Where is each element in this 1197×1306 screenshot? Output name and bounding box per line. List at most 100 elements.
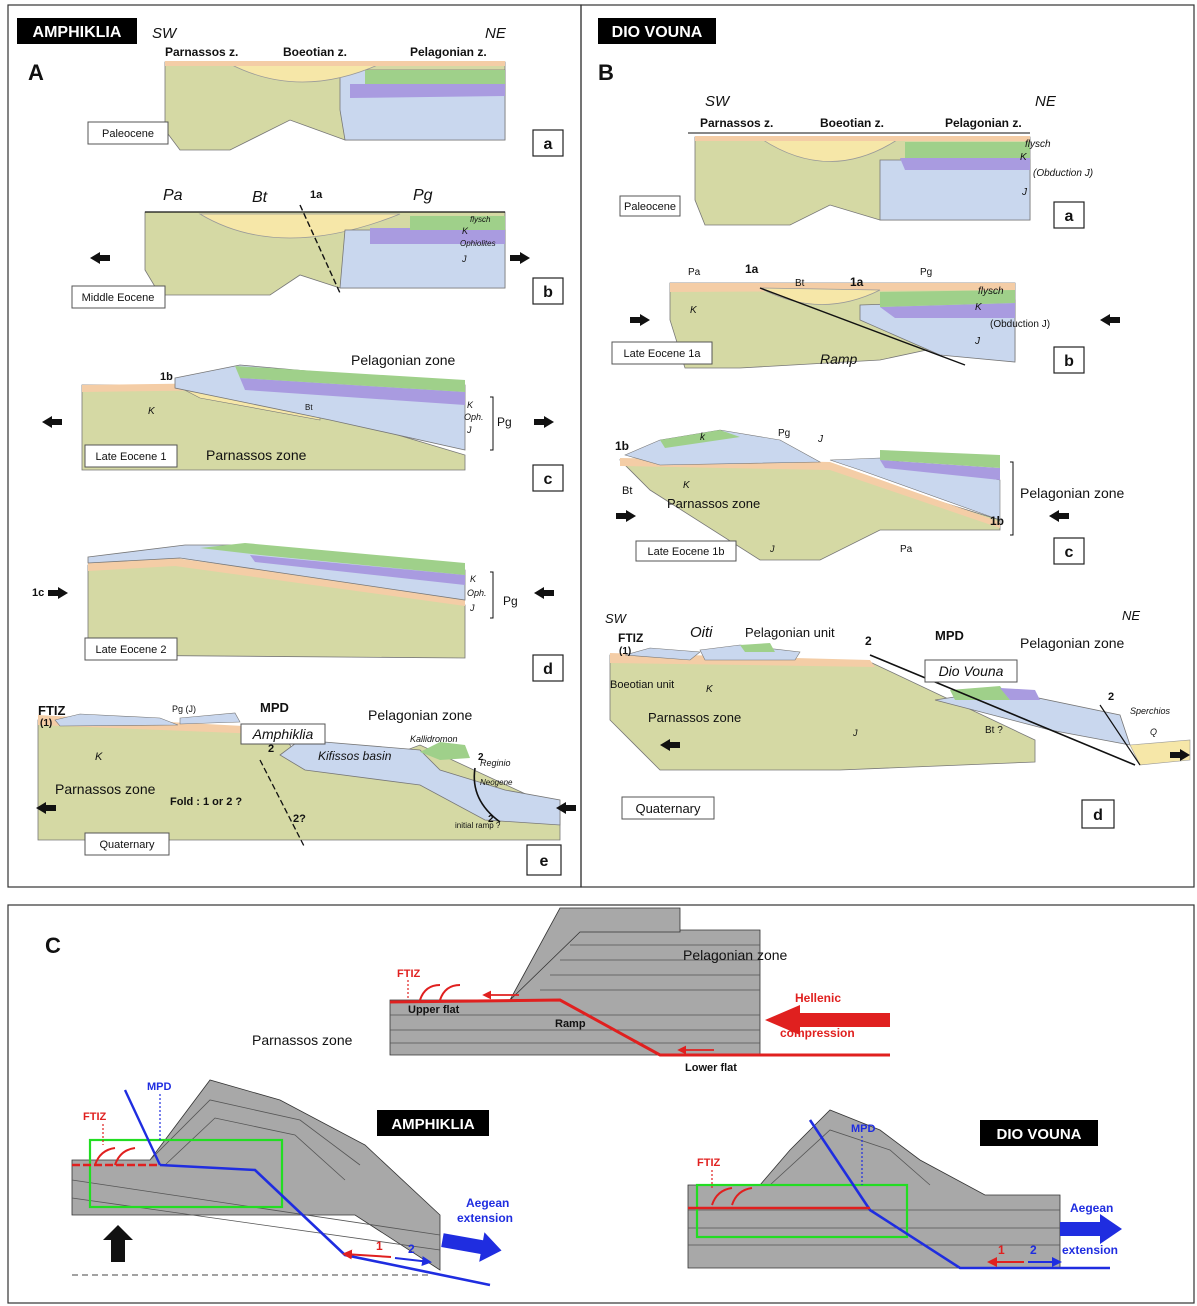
kallidromon-label: Kallidromon	[410, 734, 458, 744]
hellenic-label: Hellenic	[795, 991, 841, 1005]
pa-label-bc: Pa	[900, 544, 913, 555]
two-label-c-left: 2	[408, 1242, 415, 1256]
tag-a-e: e	[540, 853, 549, 870]
section-a-a: Paleocene a	[87, 61, 564, 157]
k-label-ae: K	[95, 751, 103, 763]
bt-label-bc: Bt	[622, 485, 632, 497]
initial-ramp-label: initial ramp ?	[455, 821, 501, 830]
tag-b-a: a	[1065, 208, 1074, 225]
sw-label-bd: SW	[605, 611, 628, 626]
thrust-1a-label-bb2: 1a	[850, 275, 864, 289]
aegean-label-left: Aegean	[466, 1196, 509, 1210]
section-b-a: SW NE Parnassos z. Boeotian z. Pelagonia…	[619, 93, 1093, 229]
section-a-d: 1c K Oph. J Pg Late Eocene 2 d	[32, 543, 564, 682]
k-label-ac: K	[148, 406, 156, 417]
section-b-d: SW NE FTIZ (1) Oiti Pelagonian unit 2 MP…	[605, 608, 1191, 829]
pelagonian-z-label-b: Pelagonian z.	[945, 116, 1022, 130]
section-a-c: Pelagonian zone Parnassos zone 1b Bt K K…	[42, 352, 564, 492]
bt-label-bb: Bt	[795, 278, 805, 289]
lower-flat-label: Lower flat	[685, 1062, 737, 1074]
thrust-1b-label-bc2: 1b	[990, 514, 1004, 528]
section-b-b: Pa 1a Bt 1a Pg flysch K (Obduction J) J …	[611, 262, 1120, 374]
pgj-label: Pg (J)	[172, 704, 196, 714]
ne-label-bd: NE	[1122, 608, 1140, 623]
k-label-ad: K	[470, 574, 477, 584]
boeotian-unit-label: Boeotian unit	[610, 679, 674, 691]
dio-vouna-header: DIO VOUNA	[612, 24, 703, 41]
parnassos-z-label-b: Parnassos z.	[700, 116, 773, 130]
j-label-bc: J	[817, 434, 824, 445]
tag-b-d: d	[1093, 807, 1103, 824]
ftiz-label-c-left: FTIZ	[83, 1111, 106, 1123]
two-label-bd: 2	[865, 634, 872, 648]
c-top-diagram: FTIZ Pelagonian zone Upper flat Ramp Hel…	[252, 907, 890, 1074]
flysch-label-ab: flysch	[470, 215, 491, 224]
obduction-label-bb: (Obduction J)	[990, 319, 1050, 330]
pelagonian-zone-label-ac: Pelagonian zone	[351, 352, 456, 368]
section-b-c: 1b k Pg J Bt K Parnassos zone J Pa 1b Pe…	[615, 428, 1125, 565]
age-paleocene-b: Paleocene	[624, 201, 676, 213]
thrust-1a-label-bb: 1a	[745, 262, 759, 276]
parnassos-z-label: Parnassos z.	[165, 45, 238, 59]
parnassos-zone-label-bd: Parnassos zone	[648, 710, 741, 725]
pg-label-bb: Pg	[920, 267, 932, 278]
pg-label-bc: Pg	[778, 428, 790, 439]
ftiz-label-c-right: FTIZ	[697, 1157, 720, 1169]
pelagonian-zone-label-c: Pelagonian zone	[683, 947, 788, 963]
mpd-label-ae: MPD	[260, 700, 289, 715]
pg-label-ad: Pg	[503, 594, 518, 608]
tag-b-c: c	[1065, 544, 1074, 561]
ophiolites-label-ab: Ophiolites	[460, 239, 496, 248]
aegean-label-right: Aegean	[1070, 1201, 1113, 1215]
flysch-label-ba: flysch	[1025, 139, 1051, 150]
reginio-label: Reginio	[480, 758, 511, 768]
fold-label: Fold : 1 or 2 ?	[170, 796, 242, 808]
panel-a-letter: A	[28, 60, 44, 85]
age-paleocene-a: Paleocene	[102, 128, 154, 140]
section-a-b: Pa Bt Pg 1a flysch K Ophiolites J Middle…	[71, 187, 564, 309]
tag-a-a: a	[544, 136, 553, 153]
two-label-ae3: 2	[478, 752, 484, 763]
one-label-bd: (1)	[619, 646, 631, 657]
obduction-label-ba: (Obduction J)	[1033, 168, 1093, 179]
k-label-bb: K	[975, 302, 983, 313]
dio-vouna-place-label: Dio Vouna	[939, 663, 1004, 679]
j-label-bc2: J	[769, 544, 775, 554]
oph-label-ad: Oph.	[467, 588, 487, 598]
ramp-label-c: Ramp	[555, 1018, 586, 1030]
q-label: Q	[1150, 727, 1157, 737]
neogene-label: Neogene	[480, 778, 513, 787]
thrust-1b-label: 1b	[160, 371, 173, 383]
tag-b-b: b	[1064, 353, 1074, 370]
flysch-label-bb: flysch	[978, 286, 1004, 297]
pa-label: Pa	[163, 187, 183, 204]
k-label-bb2: K	[690, 305, 698, 316]
twoq-label: 2?	[293, 813, 306, 825]
k-label-bc: k	[700, 432, 706, 443]
panel-c: C FTIZ Pelagonian zone Upper flat Ramp H…	[45, 907, 1122, 1287]
pelagonian-zone-label-bc: Pelagonian zone	[1020, 485, 1125, 501]
k-label-ab: K	[462, 226, 469, 236]
c-dio-vouna-diagram: DIO VOUNA MPD FTIZ Aegean extension 1 2	[687, 1109, 1122, 1270]
sperchios-label: Sperchios	[1130, 706, 1171, 716]
bt-label: Bt	[252, 189, 268, 206]
c-amphiklia-diagram: AMPHIKLIA MPD FTIZ Aegean extension 1 2	[71, 1079, 513, 1287]
one-label-ae: (1)	[40, 718, 52, 729]
two-label-ae: 2	[268, 743, 274, 755]
panel-a: AMPHIKLIA A SW NE Parnassos z. Boeotian …	[17, 18, 576, 876]
dio-vouna-header-box	[598, 18, 716, 44]
boeotian-z-label: Boeotian z.	[283, 45, 347, 59]
j-label-ab: J	[461, 254, 467, 264]
pelagonian-zone-label-ae: Pelagonian zone	[368, 707, 473, 723]
age-late-eocene-2: Late Eocene 2	[96, 644, 167, 656]
one-label-c-left: 1	[376, 1239, 383, 1253]
age-quaternary-a: Quaternary	[99, 839, 155, 851]
amphiklia-header-c: AMPHIKLIA	[391, 1116, 474, 1133]
section-a-e: FTIZ (1) Pg (J) MPD Amphiklia Pelagonian…	[36, 700, 576, 876]
pelagonian-z-label: Pelagonian z.	[410, 45, 487, 59]
j-label-ba: J	[1021, 187, 1028, 198]
age-late-eocene-1b: Late Eocene 1b	[647, 546, 724, 558]
bt-label-bd: Bt ?	[985, 725, 1003, 736]
two-label-c-right: 2	[1030, 1243, 1037, 1257]
